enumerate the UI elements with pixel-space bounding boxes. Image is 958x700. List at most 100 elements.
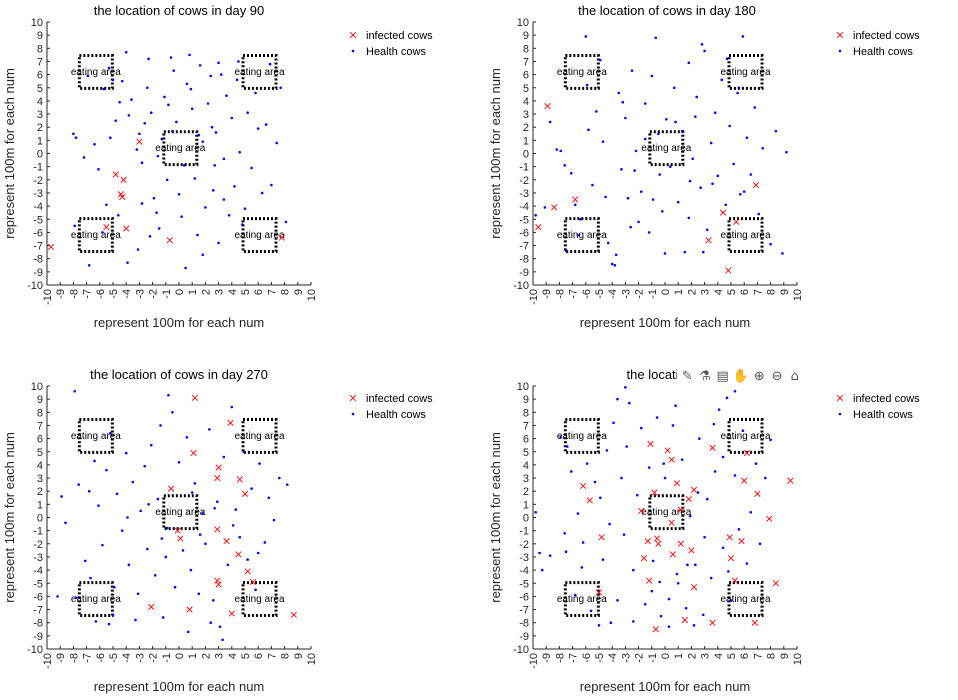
infected-point [148,603,155,611]
healthy-series [72,50,288,270]
infected-point [709,619,716,626]
healthy-point [663,252,667,255]
healthy-point [643,602,647,606]
healthy-point [246,558,249,561]
x-axis-label: represent 100m for each num [580,679,751,694]
legend: infected cows Health cows [836,30,920,58]
healthy-point [650,589,654,593]
y-tick-label: 5 [523,447,529,459]
healthy-point [147,57,150,61]
healthy-point [182,164,186,167]
eating-area: eating area [720,217,771,253]
x-tick-label: 4 [227,653,239,659]
healthy-point [109,432,112,435]
infected-point [227,419,234,426]
legend-infected-label: infected cows [366,393,433,405]
healthy-point [665,118,668,121]
healthy-point [741,429,745,433]
y-tick-label: -3 [519,188,529,200]
x-tick-label: 3 [214,289,226,295]
healthy-point [601,140,605,143]
y-axis-label: represent 100m for each num [488,432,503,603]
healthy-point [563,164,566,167]
y-tick-label: -3 [33,188,43,200]
eating-area-box [563,217,600,253]
healthy-point [120,529,124,532]
healthy-point [692,624,696,627]
y-tick-label: 3 [37,473,43,485]
zoom-out-icon[interactable]: ⊖ [771,368,783,384]
eating-area-label: eating area [234,431,284,442]
chart-title: the location of cows in day 90 [94,3,265,18]
x-tick-label: 10 [792,653,804,665]
brush-icon[interactable]: ✎ [681,368,693,384]
x-tick-label: 10 [792,289,804,301]
y-tick-label: 5 [523,83,529,95]
infected-point [595,589,603,596]
legend-infected-marker [349,31,357,39]
eating-area-box [727,217,764,253]
healthy-point [616,397,619,401]
y-tick-label: 1 [523,499,529,511]
healthy-point [727,570,730,573]
healthy-point [691,157,695,161]
infected-point [677,506,684,513]
legend: infected cows Health cows [349,393,433,421]
infected-point [709,444,716,451]
healthy-point [634,149,638,153]
x-tick-label: 9 [293,289,305,295]
x-tick-label: 7 [752,289,764,295]
healthy-point [674,404,677,408]
eating-area: eating area [71,581,121,617]
healthy-point [87,263,91,267]
y-tick-label: -1 [519,162,529,174]
y-tick-label: -6 [519,591,529,603]
healthy-point [275,141,278,145]
infected-point [112,171,119,178]
y-tick-label: 9 [523,30,529,42]
healthy-point [171,411,174,414]
x-tick-label: 4 [713,289,725,295]
datatip-icon[interactable]: ▤ [716,368,729,384]
pan-hand-icon[interactable]: ✋ [732,368,750,384]
healthy-point [543,206,547,209]
healthy-point [149,111,153,115]
y-tick-label: -2 [519,175,529,187]
eating-area-label: eating area [71,230,121,241]
y-tick-label: -10 [513,644,529,656]
zoom-in-icon[interactable]: ⊕ [753,368,765,384]
healthy-series [534,386,772,628]
healthy-point [189,568,193,572]
x-axis-label: represent 100m for each num [580,315,751,330]
infected-point [167,485,175,492]
healthy-point [89,576,92,580]
flask-icon[interactable]: ⚗ [699,368,711,384]
x-tick-label: -3 [134,653,146,663]
x-tick-label: -1 [647,653,659,663]
eating-area-box [241,581,278,617]
y-tick-label: -8 [33,254,43,266]
infected-point [681,616,688,624]
y-tick-label: 6 [523,434,529,446]
y-tick-label: 7 [523,56,529,68]
healthy-point [148,235,152,238]
y-tick-label: 1 [37,499,43,511]
infected-point [174,527,181,534]
eating-area-label: eating area [720,431,770,442]
healthy-point [563,531,566,535]
healthy-point [209,621,212,624]
y-tick-label: 7 [37,56,43,68]
healthy-point [774,129,778,133]
y-tick-label: 8 [37,43,43,55]
healthy-point [651,198,655,201]
home-icon[interactable]: ⌂ [790,368,799,384]
healthy-point [102,87,106,91]
eating-area: eating area [557,418,607,454]
healthy-point [221,638,224,642]
healthy-point [161,616,165,619]
healthy-point [127,114,131,117]
healthy-point [284,220,288,224]
y-axis-label: represent 100m for each num [2,432,17,603]
eating-area: eating area [155,130,206,167]
healthy-point [647,466,651,469]
